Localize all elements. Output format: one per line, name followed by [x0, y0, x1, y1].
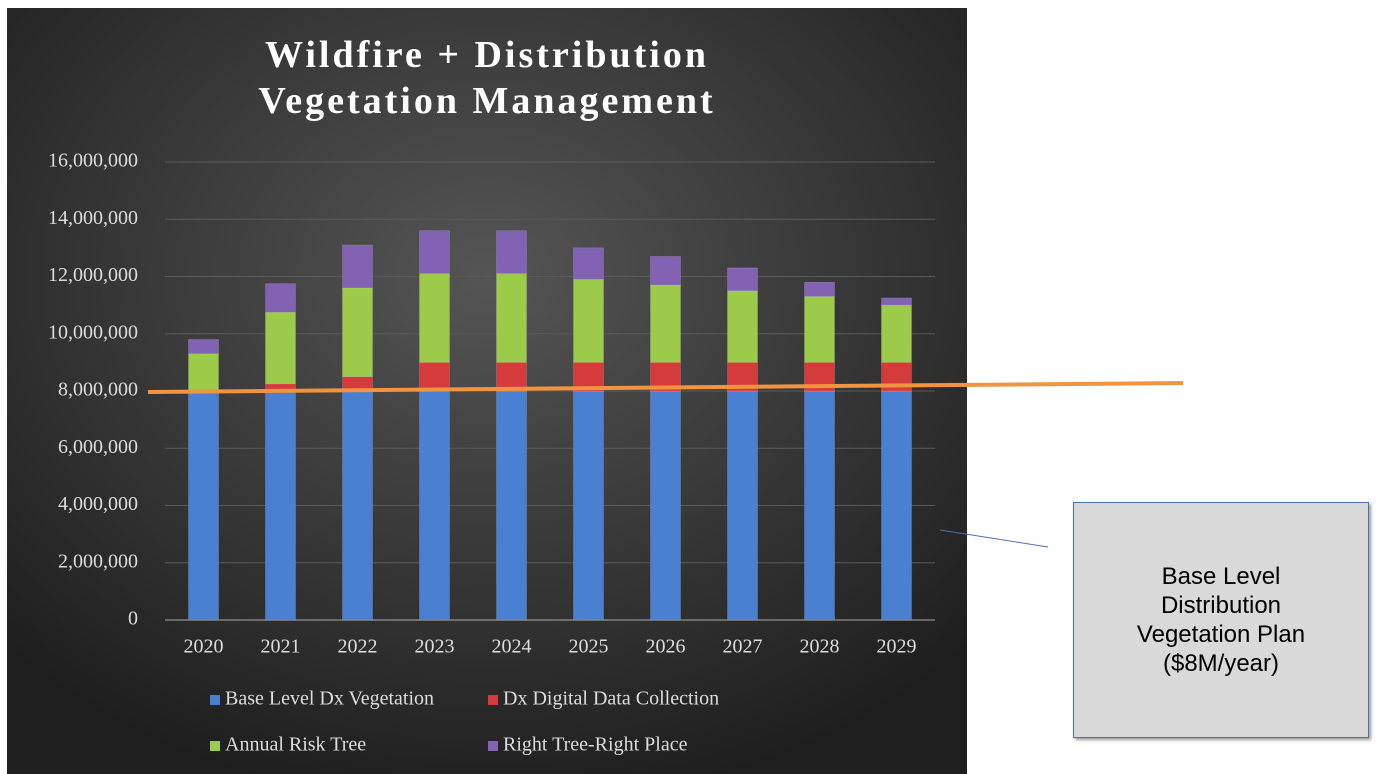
bar-segment	[804, 390, 835, 621]
legend-marker	[488, 741, 498, 751]
target-line	[147, 381, 1184, 394]
y-tick-label: 4,000,000	[58, 493, 138, 515]
legend-label: Annual Risk Tree	[225, 734, 366, 756]
legend-label: Dx Digital Data Collection	[503, 688, 719, 710]
bar-segment	[496, 230, 527, 274]
bar-segment	[573, 247, 604, 280]
bar-segment	[650, 256, 681, 286]
legend-marker	[210, 741, 220, 751]
bar-segment	[419, 273, 450, 363]
bar-segment	[573, 390, 604, 621]
connector	[939, 529, 1049, 548]
bar-segment	[419, 390, 450, 621]
bar-segment	[496, 390, 527, 621]
bar-segment	[419, 362, 450, 392]
y-tick-label: 8,000,000	[58, 379, 138, 401]
chart-title: Wildfire + Distribution Vegetation Manage…	[258, 34, 715, 122]
y-tick-label: 16,000,000	[48, 150, 138, 172]
bar-segment	[881, 297, 912, 306]
bar-segment	[265, 283, 296, 313]
bar-segment	[727, 290, 758, 363]
x-tick-label: 2026	[646, 636, 686, 658]
y-tick-label: 6,000,000	[58, 436, 138, 458]
y-tick-label: 2,000,000	[58, 550, 138, 572]
bar-segment	[265, 390, 296, 621]
annotation: Base Level Distribution Vegetation Plan …	[1073, 502, 1369, 738]
bar-segment	[188, 390, 219, 621]
y-tick-label: 12,000,000	[48, 264, 138, 286]
y-tick-label: 0	[128, 608, 138, 630]
x-tick-label: 2023	[415, 636, 455, 658]
bar-segment	[419, 230, 450, 274]
x-tick-label: 2028	[800, 636, 840, 658]
y-tick-label: 10,000,000	[48, 321, 138, 343]
bar-segment	[573, 279, 604, 363]
bar-segment	[881, 390, 912, 621]
x-tick-label: 2029	[877, 636, 917, 658]
bar-segment	[188, 353, 219, 392]
bar-segment	[496, 362, 527, 392]
x-tick-label: 2025	[569, 636, 609, 658]
bar-segment	[804, 281, 835, 297]
legend-label: Right Tree-Right Place	[503, 734, 688, 756]
bar-segment	[727, 267, 758, 292]
bar-segment	[727, 390, 758, 621]
bar-segment	[188, 339, 219, 355]
bar-segment	[881, 304, 912, 363]
bar-segment	[650, 284, 681, 363]
legend-marker	[210, 695, 220, 705]
bar-segment	[342, 244, 373, 289]
bar-segment	[342, 390, 373, 621]
legend-marker	[488, 695, 498, 705]
x-tick-label: 2027	[723, 636, 763, 658]
x-tick-label: 2020	[184, 636, 224, 658]
bar-segment	[342, 287, 373, 377]
bar-segment	[650, 390, 681, 621]
y-tick-label: 14,000,000	[48, 207, 138, 229]
bar-segment	[804, 296, 835, 363]
bar-segment	[496, 273, 527, 363]
x-tick-label: 2024	[492, 636, 532, 658]
x-tick-label: 2021	[261, 636, 301, 658]
x-tick-label: 2022	[338, 636, 378, 658]
bar-segment	[265, 312, 296, 385]
legend-label: Base Level Dx Vegetation	[225, 688, 434, 710]
